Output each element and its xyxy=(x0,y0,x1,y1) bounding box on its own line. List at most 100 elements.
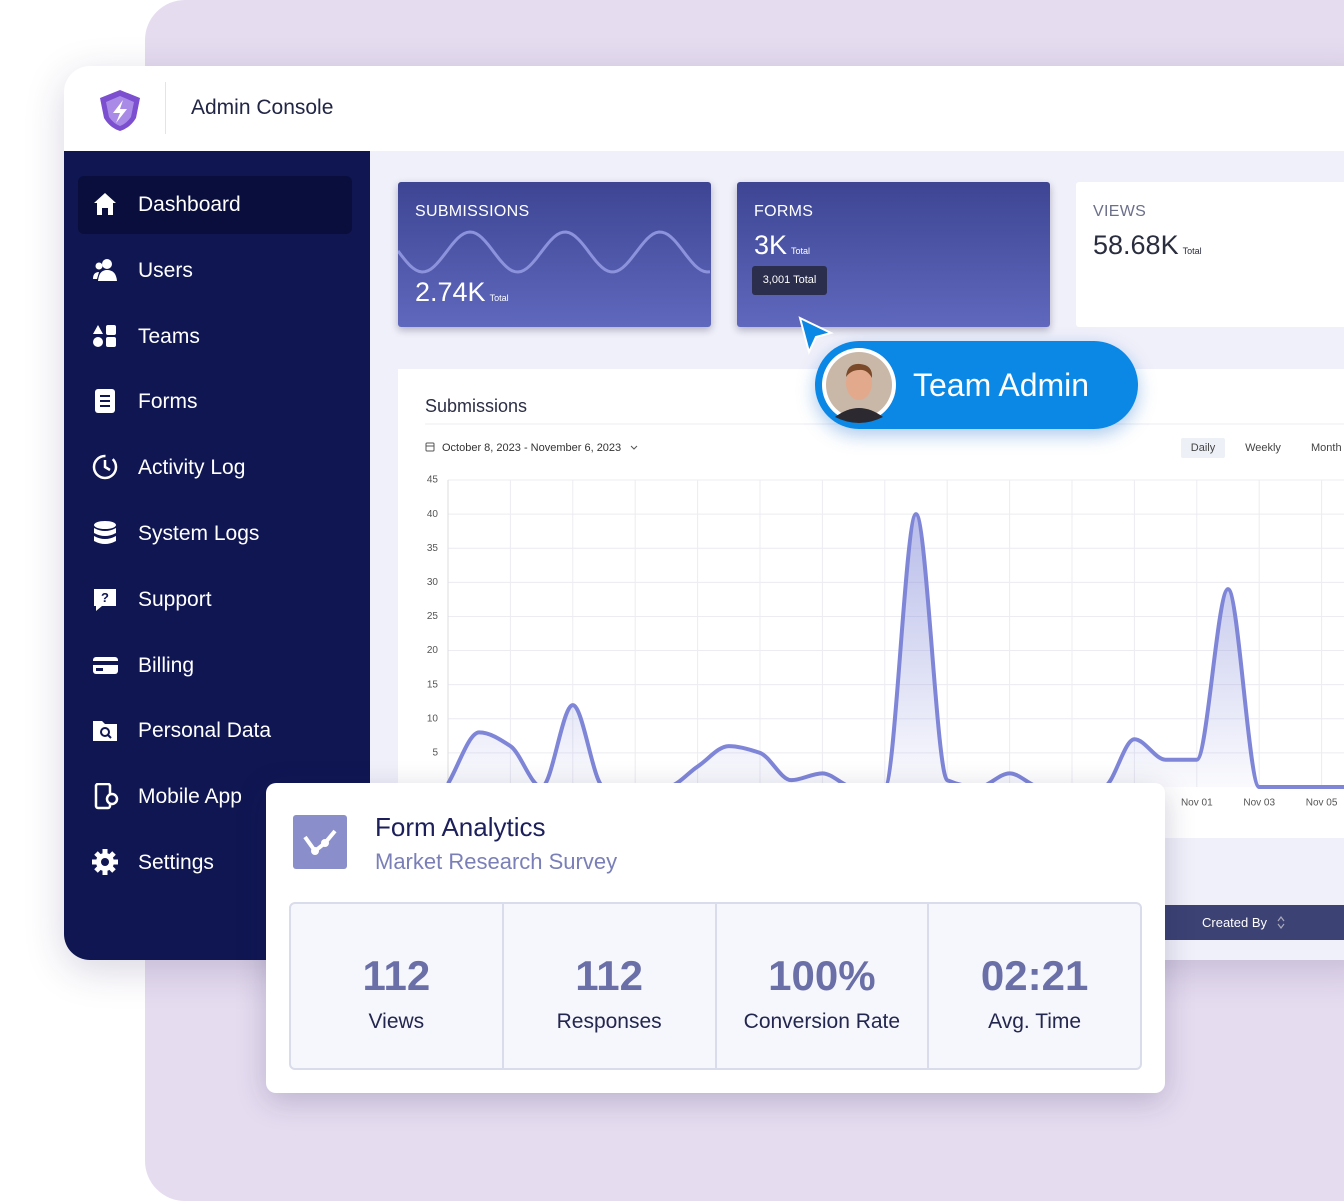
y-tick-label: 20 xyxy=(427,645,439,656)
nav-label: Activity Log xyxy=(138,456,246,480)
nav-icon xyxy=(93,324,116,347)
nav-icon xyxy=(93,656,118,674)
metric-label: Views xyxy=(368,1010,425,1033)
nav-item[interactable]: Personal Data xyxy=(78,702,352,760)
y-tick-label: 10 xyxy=(427,713,439,724)
metric-label: Avg. Time xyxy=(988,1010,1082,1033)
nav-label: Settings xyxy=(138,851,214,874)
stat-number: 3K xyxy=(754,230,788,260)
x-tick-label: Nov 05 xyxy=(1306,798,1338,809)
y-tick-label: 5 xyxy=(432,748,438,759)
nav-icon xyxy=(93,721,117,742)
nav-item[interactable]: Teams xyxy=(78,308,352,366)
nav-label: Mobile App xyxy=(138,785,242,809)
stat-unit: Total xyxy=(1182,246,1202,256)
metric: 112 Views xyxy=(291,904,504,1068)
decorative-wave xyxy=(398,230,711,274)
nav-icon xyxy=(92,849,118,875)
area-fill xyxy=(448,514,1344,787)
nav-item[interactable]: Activity Log xyxy=(78,439,352,497)
nav-icon xyxy=(92,454,118,480)
table-header: Created By xyxy=(1165,905,1344,940)
sidebar: Dashboard Users Teams Forms Activity Log Syst… xyxy=(64,151,370,960)
nav-item[interactable]: Billing xyxy=(78,637,352,695)
chevron xyxy=(630,445,638,450)
calendar-icon xyxy=(425,442,435,452)
period-option[interactable]: Weekly xyxy=(1245,442,1281,454)
tooltip: 3,001 Total xyxy=(752,266,827,295)
nav-icon xyxy=(94,521,116,544)
nav-item[interactable]: Mobile App xyxy=(78,768,352,826)
cursor xyxy=(798,316,834,355)
y-tick-label: 40 xyxy=(427,509,439,520)
metric-value: 112 xyxy=(362,952,431,999)
logo xyxy=(100,90,140,131)
stat-label: FORMS xyxy=(754,203,814,220)
nav-label: Support xyxy=(138,587,212,611)
nav-item[interactable]: Forms xyxy=(78,373,352,431)
y-tick-label: 25 xyxy=(427,611,439,622)
nav-item[interactable]: Dashboard xyxy=(78,176,352,234)
stat-card: VIEWS 58.68K Total xyxy=(1076,182,1344,327)
metric-value: 100% xyxy=(768,952,876,999)
nav-label: Forms xyxy=(138,390,198,414)
nav-item[interactable]: ? Support xyxy=(78,571,352,629)
nav-label: Teams xyxy=(138,324,200,348)
card-title: Form Analytics xyxy=(375,812,546,842)
metric-label: Responses xyxy=(556,1010,662,1033)
y-tick-label: 30 xyxy=(427,577,439,588)
date-range[interactable]: October 8, 2023 - November 6, 2023 xyxy=(442,442,621,454)
nav-icon xyxy=(95,389,115,414)
header-separator xyxy=(165,82,166,134)
stat-number: 2.74K xyxy=(415,277,486,307)
stat-card: FORMS 3K Total 3,001 Total xyxy=(737,182,1050,327)
avatar xyxy=(822,348,896,423)
header-title: Admin Console xyxy=(191,96,334,119)
stat-unit: Total xyxy=(489,293,509,303)
nav-label: Users xyxy=(138,258,193,282)
chart: Submissions October 8, 2023 - November 6… xyxy=(425,396,1344,809)
chart-panel: Submissions October 8, 2023 - November 6… xyxy=(398,369,1344,838)
period-option[interactable]: Month xyxy=(1311,442,1342,454)
team-admin-badge: Team Admin xyxy=(815,341,1138,429)
nav-label: Dashboard xyxy=(138,193,241,216)
period-option[interactable]: Daily xyxy=(1191,442,1216,454)
svg-text:?: ? xyxy=(101,590,109,605)
stat-number: 58.68K xyxy=(1093,230,1179,260)
sort-icon xyxy=(1277,916,1285,929)
y-tick-label: 35 xyxy=(427,543,439,554)
metric: 02:21 Avg. Time xyxy=(929,904,1140,1068)
metric: 112 Responses xyxy=(504,904,717,1068)
stat-card: SUBMISSIONS 2.74K Total xyxy=(398,182,711,327)
nav-label: Billing xyxy=(138,653,195,677)
stat-value: 58.68K Total xyxy=(1093,230,1202,261)
nav-icon xyxy=(94,783,119,810)
nav-item[interactable]: Users xyxy=(78,242,352,300)
analytics-icon xyxy=(293,815,347,869)
stat-label: SUBMISSIONS xyxy=(415,203,530,220)
stat-value: 3K Total xyxy=(754,230,810,261)
nav-icon xyxy=(94,193,116,215)
y-tick-label: 45 xyxy=(427,475,439,486)
x-tick-label: Nov 01 xyxy=(1181,798,1213,809)
stat-unit: Total xyxy=(791,246,811,256)
metric: 100% Conversion Rate xyxy=(717,904,930,1068)
badge-label: Team Admin xyxy=(913,367,1090,403)
nav-item[interactable]: System Logs xyxy=(78,505,352,563)
metric-value: 02:21 xyxy=(980,952,1089,999)
period-active-bg xyxy=(1181,438,1225,458)
nav-item[interactable]: Settings xyxy=(78,834,352,892)
x-tick-label: Nov 03 xyxy=(1243,798,1275,809)
form-analytics-card: Form Analytics Market Research Survey 11… xyxy=(266,783,1165,1093)
nav-label: Personal Data xyxy=(138,719,272,743)
nav-icon: ? xyxy=(94,588,116,611)
stat-label: VIEWS xyxy=(1093,203,1147,220)
metrics-grid: 112 Views 112 Responses 100% Conversion Rate 0… xyxy=(289,902,1142,1070)
nav-icon xyxy=(93,258,117,281)
metric-value: 112 xyxy=(575,952,643,999)
nav-label: System Logs xyxy=(138,522,260,545)
chart-title: Submissions xyxy=(425,396,527,416)
column-header[interactable]: Created By xyxy=(1202,915,1268,930)
metric-label: Conversion Rate xyxy=(743,1010,901,1033)
